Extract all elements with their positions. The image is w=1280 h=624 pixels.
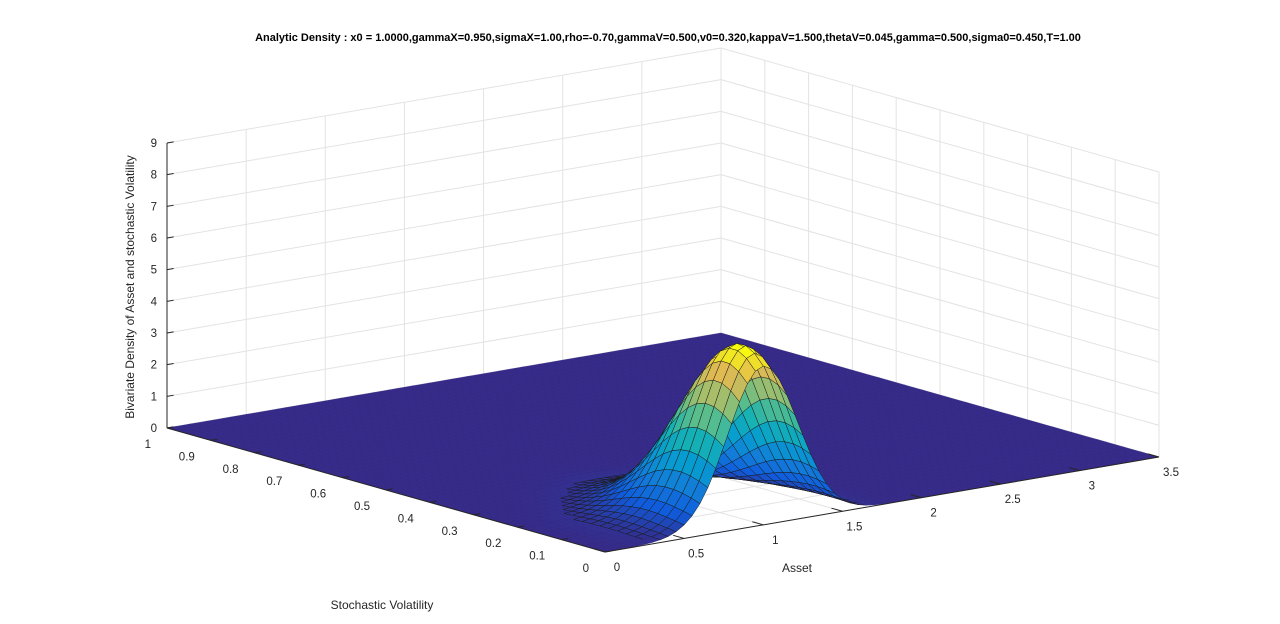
y-tick-mark	[561, 537, 568, 541]
z-tick-label: 0	[151, 423, 157, 435]
side-wall-grid-line	[720, 174, 1160, 300]
x-axis-label: Asset	[782, 561, 813, 575]
back-wall-grid-line	[166, 110, 722, 207]
back-wall-grid-line	[166, 205, 722, 302]
x-tick-mark	[673, 534, 685, 539]
z-tick-label: 1	[151, 391, 157, 403]
side-wall-grid-line	[720, 47, 1160, 173]
back-wall-grid-line	[166, 174, 722, 271]
x-axis-line	[604, 456, 1160, 553]
x-tick-mark	[910, 494, 922, 499]
y-tick-label: 0.8	[223, 464, 239, 476]
x-tick-label: 3	[1089, 481, 1095, 493]
x-tick-label: 1.5	[846, 521, 862, 533]
x-tick-label: 0.5	[688, 548, 704, 560]
y-tick-mark	[429, 500, 437, 503]
side-wall-grid-line	[720, 142, 1160, 268]
z-tick-mark	[166, 173, 174, 176]
side-wall-grid-line	[720, 237, 1160, 363]
back-wall-grid-line	[166, 269, 722, 366]
x-tick-mark	[1147, 453, 1160, 458]
y-tick-label: 0.3	[442, 526, 458, 538]
z-tick-mark	[166, 141, 174, 144]
chart-title: Analytic Density : x0 = 1.0000,gammaX=0.…	[255, 32, 1081, 44]
y-tick-mark	[385, 488, 393, 491]
side-wall-grid-line	[720, 110, 1160, 236]
y-axis-label: Stochastic Volatility	[331, 598, 434, 612]
x-tick-mark	[989, 480, 1001, 485]
x-tick-label: 2	[930, 508, 936, 520]
z-tick-label: 7	[151, 201, 157, 213]
density-axis-ticks: 0 1 2 3 4 5 6 7 8 9	[151, 138, 174, 435]
y-tick-label: 0.1	[529, 551, 545, 563]
asset-axis-ticks: 0 0.5 1 1.5 2 2.5 3 3.5	[593, 453, 1179, 574]
density-surface	[166, 332, 1160, 553]
back-wall-grid-line	[166, 300, 722, 397]
x-tick-label: 3.5	[1163, 467, 1179, 479]
z-tick-mark	[166, 426, 174, 429]
side-wall-grid-line	[720, 205, 1160, 331]
x-tick-label: 0	[614, 562, 620, 574]
y-tick-label: 0.9	[179, 451, 195, 463]
back-wall-grid-line	[166, 79, 722, 176]
y-tick-mark	[210, 438, 218, 441]
z-tick-mark	[166, 236, 174, 239]
z-tick-mark	[166, 394, 174, 397]
y-tick-label: 0.6	[310, 489, 326, 501]
y-tick-label: 1	[145, 439, 151, 451]
y-tick-mark	[298, 463, 306, 466]
side-wall-grid-line	[720, 300, 1160, 426]
x-tick-label: 1	[772, 535, 778, 547]
y-tick-label: 0.5	[354, 501, 370, 513]
y-tick-mark	[517, 525, 525, 528]
z-tick-label: 5	[151, 265, 157, 277]
z-tick-mark	[166, 204, 174, 207]
x-tick-mark	[1068, 466, 1080, 472]
volatility-axis-ticks: 0 0.1 0.2 0.3 0.4 0.5 0.6 0.7 0.8 0.9 1	[145, 426, 612, 575]
z-tick-mark	[166, 363, 174, 366]
z-axis-label: Bivariate Density of Asset and stochasti…	[123, 155, 137, 418]
y-tick-mark	[254, 451, 262, 454]
z-tick-mark	[166, 268, 174, 271]
z-tick-label: 6	[151, 233, 157, 245]
y-tick-label: 0.4	[398, 513, 415, 525]
side-wall-grid-line	[720, 269, 1160, 395]
x-tick-mark	[593, 548, 606, 553]
z-tick-label: 4	[151, 296, 158, 308]
y-tick-label: 0	[583, 563, 589, 575]
x-tick-mark	[752, 521, 764, 526]
z-tick-label: 8	[151, 170, 157, 182]
z-tick-mark	[166, 299, 174, 302]
back-wall-grid-line	[166, 142, 722, 239]
y-tick-mark	[473, 513, 481, 516]
back-wall-grid-line	[166, 237, 722, 334]
y-tick-label: 0.7	[266, 476, 282, 488]
side-wall-grid-line	[720, 79, 1160, 205]
y-tick-mark	[342, 475, 349, 479]
y-tick-label: 0.2	[485, 538, 501, 550]
z-tick-label: 9	[151, 138, 157, 150]
x-tick-label: 2.5	[1005, 494, 1021, 506]
x-tick-mark	[831, 507, 843, 512]
z-tick-label: 2	[151, 360, 157, 372]
z-tick-label: 3	[151, 328, 157, 340]
back-wall-grid-line	[166, 47, 722, 144]
y-tick-mark	[604, 550, 612, 553]
z-tick-mark	[166, 331, 174, 334]
